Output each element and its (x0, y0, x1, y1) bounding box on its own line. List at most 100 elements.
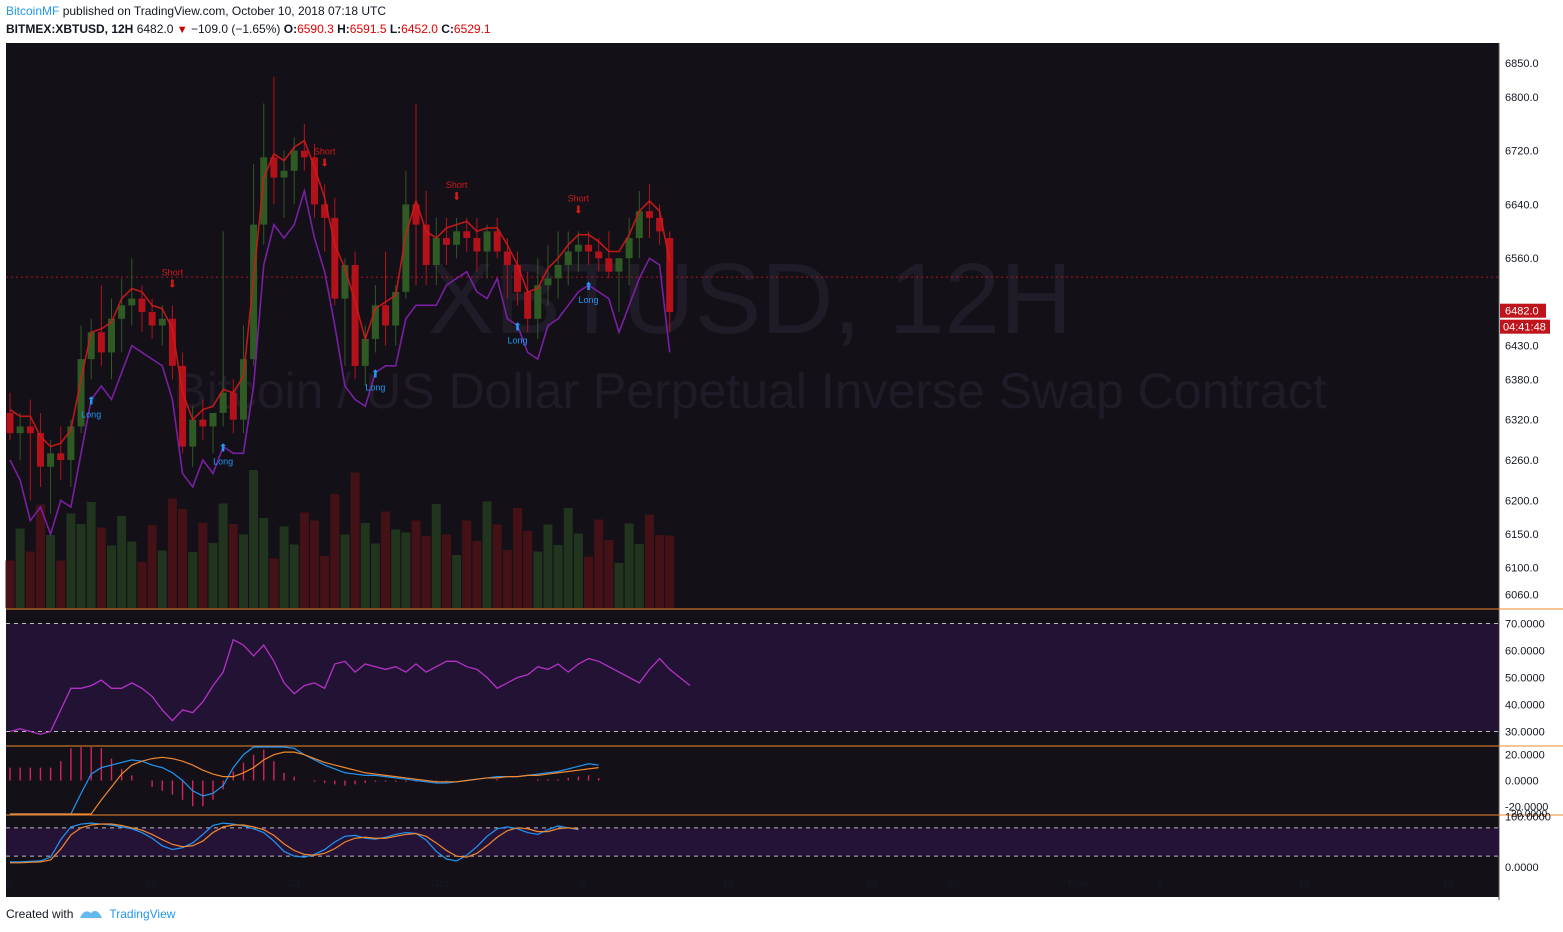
short-signal-label: Short (162, 267, 184, 277)
volume-bar (107, 545, 116, 608)
short-arrow-icon: ⬇ (452, 191, 461, 203)
volume-bar (249, 470, 259, 608)
candle-body (239, 359, 247, 420)
volume-bar (482, 501, 492, 608)
countdown-tag (1500, 319, 1550, 334)
volume-bar (66, 513, 76, 608)
candle-body (250, 224, 258, 360)
close-label: C: (441, 22, 454, 36)
short-arrow-icon: ⬇ (574, 204, 583, 216)
macd-tick: 0.0000 (1505, 776, 1539, 788)
volume-bar (289, 544, 299, 608)
volume-bar (137, 562, 147, 608)
candle-body (463, 231, 471, 239)
plot-bg (6, 43, 1499, 871)
volume-bar (35, 504, 45, 608)
stoch-d-line (10, 823, 579, 864)
candle-body (148, 312, 156, 326)
candle-body (351, 264, 359, 366)
volume-bar (513, 508, 522, 608)
candle-body (47, 453, 55, 467)
tradingview-link[interactable]: TradingView (109, 907, 176, 921)
candle-body (229, 392, 237, 420)
volume-bar (594, 519, 604, 608)
stoch-tick: 100.0000 (1505, 811, 1551, 823)
candle-body (483, 231, 491, 252)
price-tick: 6850.0 (1505, 58, 1539, 70)
volume-bar (634, 544, 644, 608)
candle-body (635, 211, 643, 239)
volume-bar (360, 523, 370, 608)
open-value: 6590.3 (297, 22, 334, 36)
candle-body (392, 291, 400, 326)
low-label: L: (389, 22, 402, 36)
candle-body (67, 426, 75, 461)
volume-bar (340, 534, 350, 608)
volume-bar (320, 556, 330, 608)
candle-body (442, 238, 450, 245)
candle-body (432, 238, 440, 265)
volume-bar (15, 528, 25, 608)
rsi-tick: 60.0000 (1505, 646, 1545, 658)
time-tick: 24 (288, 878, 301, 890)
candle-body (666, 238, 674, 313)
footer: Created with TradingView (6, 907, 175, 921)
volume-bar (472, 541, 482, 608)
candle-body (453, 231, 461, 245)
long-signal-label: Long (579, 295, 599, 305)
volume-bar (198, 522, 208, 608)
volume-bar (655, 535, 665, 608)
low-value: 6452.0 (401, 22, 438, 36)
candle-body (311, 157, 318, 205)
candle-body (402, 204, 410, 292)
last-price: 6482.0 (136, 22, 174, 36)
candle-body (493, 231, 501, 252)
volume-bar (178, 509, 188, 608)
time-tick: 22 (866, 878, 878, 890)
volume-bar (238, 534, 248, 608)
volume-bar (167, 498, 177, 608)
volume-bar (117, 516, 127, 608)
candle-body (371, 305, 379, 339)
volume-bar (563, 508, 573, 608)
trend-line (9, 139, 671, 448)
volume-bar (441, 534, 451, 608)
author-link[interactable]: BitcoinMF (6, 4, 60, 18)
volume-bar (299, 512, 309, 608)
time-tick: 12 (1298, 878, 1310, 890)
price-tick: 6260.0 (1505, 455, 1539, 467)
candle-body (615, 258, 623, 272)
rsi-tick: 70.0000 (1505, 619, 1545, 631)
tradingview-logo-icon (80, 910, 103, 918)
candle-body (270, 157, 278, 178)
candle-body (382, 305, 390, 326)
time-tick: 17 (145, 878, 157, 890)
candle-body (6, 412, 14, 434)
volume-bar (421, 536, 431, 608)
volume-bar (147, 525, 157, 608)
price-tick: 6100.0 (1505, 563, 1539, 575)
candle-body (574, 244, 582, 252)
countdown-label: 04:41:48 (1503, 322, 1546, 334)
long-signal-label: Long (81, 409, 101, 419)
stoch-band (6, 827, 1499, 857)
volume-bar (5, 560, 15, 608)
volume-bar (127, 541, 137, 608)
short-signal-label: Short (568, 193, 590, 203)
candle-body (77, 359, 85, 427)
candle-body (260, 157, 268, 225)
candle-body (16, 426, 24, 434)
volume-bar (391, 529, 401, 608)
candle-body (473, 238, 481, 252)
candle-body (341, 264, 349, 299)
candle-body (605, 258, 613, 272)
short-arrow-icon: ⬇ (168, 278, 177, 290)
publish-line: BitcoinMF published on TradingView.com, … (6, 4, 386, 18)
long-arrow-icon: ⬆ (219, 442, 228, 454)
volume-bar (644, 514, 654, 608)
candle-body (412, 204, 420, 225)
volume-bar (86, 502, 96, 608)
watermark-subtitle: Bitcoin / US Dollar Perpetual Inverse Sw… (173, 363, 1326, 419)
price-tick: 6150.0 (1505, 529, 1539, 541)
